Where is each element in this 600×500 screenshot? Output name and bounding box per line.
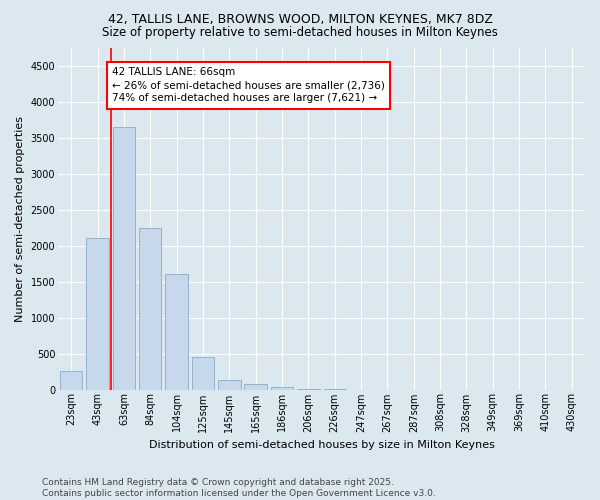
Bar: [192, 357, 214, 390]
Bar: [244, 384, 267, 390]
Text: Size of property relative to semi-detached houses in Milton Keynes: Size of property relative to semi-detach…: [102, 26, 498, 39]
Bar: [271, 386, 293, 390]
Text: 42 TALLIS LANE: 66sqm
← 26% of semi-detached houses are smaller (2,736)
74% of s: 42 TALLIS LANE: 66sqm ← 26% of semi-deta…: [112, 67, 385, 104]
Bar: [166, 274, 188, 390]
Bar: [113, 126, 135, 390]
Text: 42, TALLIS LANE, BROWNS WOOD, MILTON KEYNES, MK7 8DZ: 42, TALLIS LANE, BROWNS WOOD, MILTON KEY…: [107, 12, 493, 26]
X-axis label: Distribution of semi-detached houses by size in Milton Keynes: Distribution of semi-detached houses by …: [149, 440, 494, 450]
Y-axis label: Number of semi-detached properties: Number of semi-detached properties: [15, 116, 25, 322]
Bar: [218, 380, 241, 390]
Text: Contains HM Land Registry data © Crown copyright and database right 2025.
Contai: Contains HM Land Registry data © Crown c…: [42, 478, 436, 498]
Bar: [86, 238, 109, 390]
Bar: [139, 228, 161, 390]
Bar: [60, 371, 82, 390]
